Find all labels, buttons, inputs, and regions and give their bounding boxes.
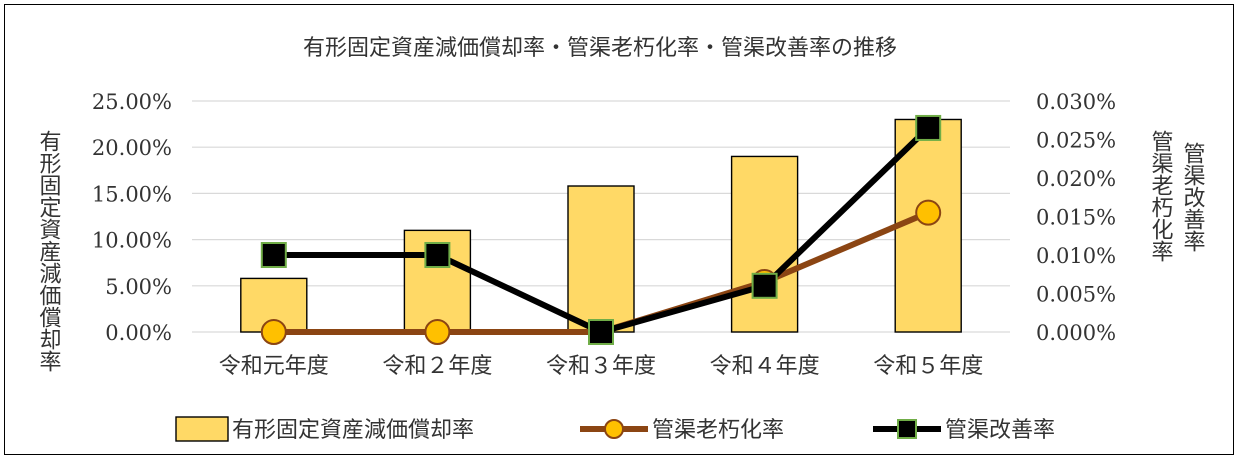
y-axis-label-right-outer: 管渠改善率	[1180, 142, 1206, 252]
line-series	[260, 114, 942, 345]
y-axis-label-left: 有形固定資産減価償却率	[36, 130, 62, 372]
point-marker	[751, 272, 778, 299]
legend: 有形固定資産減価償却率 管渠老朽化率 管渠改善率	[175, 416, 1055, 443]
y-left-tick-label: 20.00%	[92, 136, 172, 160]
y-right-tick-label: 0.030%	[1036, 90, 1116, 114]
y-right-tick-label: 0.010%	[1036, 244, 1116, 268]
y-axis-label-right-inner: 管渠老朽化率	[1148, 130, 1174, 262]
x-tick-label: 令和３年度	[546, 354, 656, 379]
point-marker	[588, 319, 614, 345]
legend-marker	[897, 419, 917, 439]
point-marker	[915, 199, 942, 226]
bar	[730, 155, 799, 333]
legend-label: 有形固定資産減価償却率	[232, 418, 474, 443]
legend-marker	[604, 419, 624, 439]
y-right-tick-label: 0.025%	[1036, 129, 1116, 153]
x-tick-label: 令和５年度	[873, 354, 983, 379]
point-marker	[915, 114, 942, 141]
x-tick-label: 令和４年度	[710, 354, 820, 379]
legend-label: 管渠改善率	[945, 418, 1055, 443]
y-left-tick-label: 10.00%	[92, 229, 172, 253]
chart-title: 有形固定資産減価償却率・管渠老朽化率・管渠改善率の推移	[303, 36, 897, 61]
point-marker	[424, 242, 451, 268]
legend-swatch	[175, 416, 229, 442]
y-left-tick-label: 5.00%	[105, 275, 172, 299]
y-left-tick-label: 0.00%	[105, 321, 172, 345]
bar	[567, 185, 635, 333]
bar-series	[240, 118, 962, 333]
y-right-tick-label: 0.005%	[1036, 283, 1116, 307]
point-marker	[260, 319, 287, 345]
y-right-tick-label: 0.020%	[1036, 167, 1116, 191]
y-right-tick-label: 0.000%	[1036, 321, 1116, 345]
y-left-tick-label: 25.00%	[92, 90, 172, 114]
bar	[894, 118, 962, 333]
y-right-tick-label: 0.015%	[1036, 206, 1116, 230]
x-tick-label: 令和元年度	[219, 354, 329, 379]
y-left-tick-label: 15.00%	[92, 182, 172, 206]
point-marker	[260, 242, 287, 268]
x-tick-label: 令和２年度	[382, 354, 492, 379]
axes: 0.00% 5.00% 10.00% 15.00% 20.00% 25.00% 0.000%…	[92, 90, 1116, 379]
point-marker	[424, 319, 451, 345]
legend-label: 管渠老朽化率	[652, 418, 784, 443]
